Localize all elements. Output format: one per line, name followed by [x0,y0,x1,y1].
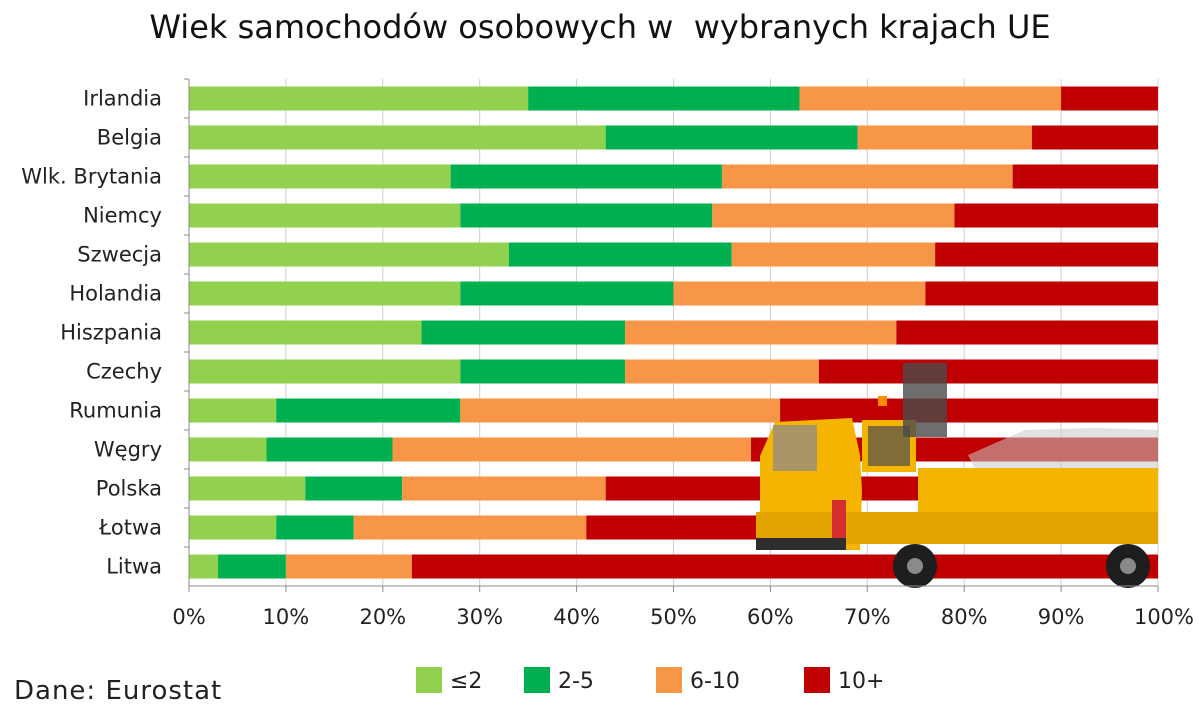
category-label: Litwa [106,555,162,579]
bar-segment [818,359,1158,384]
bar-segment [411,554,1158,579]
x-tick-label: 10% [263,605,310,629]
category-label: Wlk. Brytania [21,165,162,189]
legend-label: 10+ [838,669,884,694]
bar-segment [450,164,722,189]
category-labels: Irlandia Belgia Wlk. Brytania Niemcy Szwecja… [21,78,189,579]
bar-segment [402,476,606,501]
category-label: Łotwa [98,516,162,540]
x-tick-label: 70% [844,605,891,629]
bar-segment [189,515,277,540]
category-label: Węgry [94,438,162,462]
category-label: Niemcy [83,204,162,228]
bar-segment [276,398,461,423]
crane-arm-icon [903,363,947,437]
bar-segment [1012,164,1158,189]
bar-segment [189,203,461,228]
chart-title: Wiek samochodów osobowych w wybranych kr… [149,8,1051,46]
category-label: Szwecja [77,243,162,267]
legend-label: 2-5 [558,669,594,694]
bar-segment [460,398,781,423]
x-tick-label: 80% [941,605,988,629]
bar-segment [625,320,897,345]
bar-segment [276,515,354,540]
category-label: Polska [96,477,162,501]
legend-swatch [804,667,830,693]
source-note: Dane: Eurostat [14,676,223,706]
bar-segment [712,203,955,228]
beacon-light-icon [878,396,887,406]
x-tick-label: 20% [359,605,406,629]
legend-label: 6-10 [690,669,740,694]
category-label: Belgia [97,126,162,150]
bar-segment [1032,125,1158,150]
x-tick-label: 40% [553,605,600,629]
bar-segment [189,398,277,423]
truck-windshield-icon [773,425,817,471]
bar-segment [508,242,732,267]
front-wheel-hub-icon [907,558,923,574]
x-tick-label: 50% [650,605,697,629]
legend-swatch [524,667,550,693]
bar-segment [189,242,509,267]
category-label: Czechy [86,360,162,384]
bar-segment [421,320,626,345]
bar-segment [673,281,926,306]
bar-segment [954,203,1158,228]
bar-segment [218,554,286,579]
bar-segment [731,242,936,267]
bar-segment [460,281,674,306]
bar-segment [189,437,267,462]
bar-segment [392,437,752,462]
bar-segment [285,554,412,579]
bar-segment [189,86,529,111]
bar-segment [625,359,819,384]
x-tick-label: 90% [1038,605,1085,629]
rear-wheel-hub-icon [1120,558,1136,574]
legend: ≤2 2-5 6-10 10+ [416,667,884,694]
bar-segment [189,476,306,501]
bar-segment [528,86,800,111]
truck-bed-icon [918,468,1158,520]
bar-segment [799,86,1062,111]
bar-segment [935,242,1158,267]
bar-segment [925,281,1158,306]
category-label: Rumunia [69,399,162,423]
bar-segment [721,164,1013,189]
bar-segment [189,125,606,150]
bar-segment [460,359,626,384]
bar-segment [189,164,451,189]
x-tick-label: 100% [1134,605,1194,629]
bar-segment [1061,86,1158,111]
x-tick-label: 30% [456,605,503,629]
category-label: Irlandia [83,87,162,111]
x-tick-label: 60% [747,605,794,629]
category-label: Hiszpania [60,321,162,345]
legend-swatch [416,667,442,693]
x-tick-label: 0% [172,605,205,629]
category-label: Holandia [69,282,162,306]
warning-stripe-icon [832,500,846,538]
bar-segment [189,359,461,384]
tow-truck-image [756,363,1158,588]
x-axis: 0% 10% 20% 30% 40% 50% 60% 70% 80% 90% 100% [172,79,1194,629]
bar-segment [266,437,393,462]
bar-segment [189,320,422,345]
legend-swatch [656,667,682,693]
bar-segment [605,125,858,150]
bar-segment [460,203,713,228]
bar-segment [353,515,587,540]
bar-segment [896,320,1158,345]
bar-segment [857,125,1033,150]
bumper-icon [756,538,846,550]
bar-segment [305,476,403,501]
legend-label: ≤2 [450,669,482,694]
bar-segment [189,554,219,579]
bar-segment [189,281,461,306]
